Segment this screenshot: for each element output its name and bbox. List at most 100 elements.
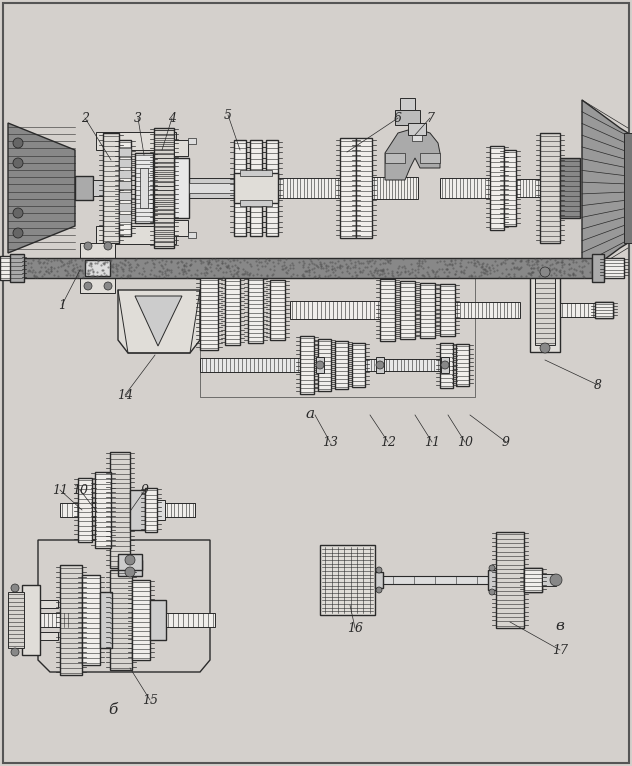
Bar (145, 488, 157, 532)
Point (253, 254, 263, 266)
Bar (96, 132, 176, 150)
Point (299, 257, 309, 269)
Bar (234, 173, 278, 203)
Point (181, 267, 191, 280)
Point (537, 259, 547, 271)
Point (205, 265, 216, 277)
Point (231, 266, 241, 278)
Point (382, 254, 392, 267)
Point (75, 264, 85, 277)
Point (34, 253, 44, 265)
Point (199, 267, 209, 280)
Point (179, 265, 190, 277)
Point (28, 269, 39, 281)
Point (316, 260, 326, 273)
Bar (560, 158, 580, 218)
Point (533, 260, 543, 273)
Point (416, 257, 427, 269)
Point (427, 264, 437, 276)
Bar (165, 503, 195, 517)
Point (116, 261, 126, 273)
Point (527, 255, 537, 267)
Point (354, 261, 364, 273)
Point (476, 266, 486, 278)
Point (480, 263, 490, 275)
Point (550, 254, 560, 267)
Point (339, 254, 349, 267)
Point (81, 254, 91, 267)
Point (342, 260, 352, 273)
Bar (560, 303, 595, 317)
Bar (119, 140, 131, 236)
Point (423, 270, 434, 283)
Bar (78, 478, 92, 542)
Point (370, 264, 380, 276)
Bar (530, 268, 560, 352)
Point (256, 255, 266, 267)
Point (410, 269, 420, 281)
Point (509, 270, 520, 282)
Point (482, 265, 492, 277)
Point (541, 257, 551, 269)
Point (68, 259, 78, 271)
Point (157, 254, 167, 267)
Point (555, 264, 565, 277)
Point (487, 259, 497, 271)
Point (70, 266, 80, 278)
Point (364, 255, 374, 267)
Bar (165, 503, 195, 517)
Point (439, 255, 449, 267)
Point (396, 266, 406, 278)
Point (30, 266, 40, 278)
Point (500, 254, 510, 266)
Point (523, 267, 533, 280)
Point (161, 267, 171, 279)
Point (552, 256, 562, 268)
Point (413, 264, 423, 276)
Point (106, 254, 116, 266)
Point (267, 269, 277, 281)
Point (380, 270, 390, 282)
Point (313, 254, 323, 266)
Point (52, 270, 63, 282)
Circle shape (13, 208, 23, 218)
Point (528, 266, 538, 278)
Point (477, 260, 487, 273)
Point (123, 270, 133, 283)
Point (415, 254, 425, 266)
Point (550, 257, 561, 269)
Point (410, 264, 420, 276)
Point (349, 256, 360, 268)
Point (351, 269, 362, 281)
Point (25, 265, 35, 277)
Bar (118, 560, 142, 576)
Point (217, 257, 227, 270)
Text: 12: 12 (380, 436, 396, 449)
Bar (604, 258, 624, 278)
Bar (234, 140, 246, 236)
Point (449, 267, 459, 280)
Point (442, 263, 453, 275)
Bar (250, 140, 262, 236)
Bar (150, 600, 166, 640)
Point (321, 262, 331, 274)
Point (455, 257, 465, 269)
Point (441, 264, 451, 276)
Point (336, 261, 346, 273)
Point (287, 257, 297, 270)
Point (419, 254, 429, 266)
Circle shape (376, 587, 382, 593)
Point (502, 254, 512, 266)
Point (63, 260, 73, 272)
Point (405, 267, 415, 279)
Point (356, 257, 366, 270)
Point (450, 257, 460, 270)
Point (309, 266, 319, 278)
Point (161, 255, 171, 267)
Point (488, 262, 498, 274)
Bar (375, 572, 383, 588)
Point (495, 257, 506, 270)
Point (224, 262, 234, 274)
Point (435, 255, 446, 267)
Bar (22, 585, 40, 655)
